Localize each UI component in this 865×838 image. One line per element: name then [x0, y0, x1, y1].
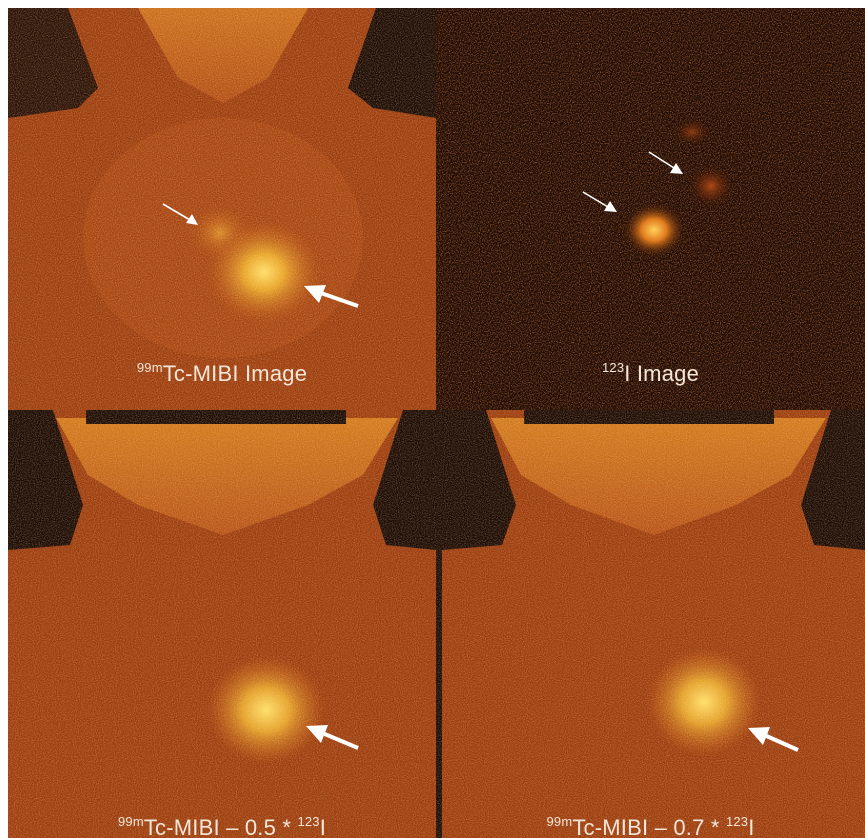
panel-subtraction-0-7: 99mTc-MIBI – 0.7 * 123I: [436, 410, 865, 838]
large-arrow-icon: [748, 727, 799, 752]
small-arrow-icon: [582, 191, 617, 212]
small-arrow-icon: [162, 203, 198, 225]
caption-tc-mibi: 99mTc-MIBI Image: [136, 360, 308, 386]
tc-mibi-scan: [8, 8, 436, 410]
caption-i123: 123I Image: [601, 360, 700, 386]
panel-i123: 123I Image: [436, 8, 865, 410]
panel-tc-mibi: 99mTc-MIBI Image: [8, 8, 436, 410]
subtraction-0-5-scan: [8, 410, 436, 838]
caption-subtraction-0-7: 99mTc-MIBI – 0.7 * 123I: [546, 814, 755, 838]
i123-scan: [436, 8, 865, 410]
small-arrow-icon: [648, 151, 683, 174]
subtraction-0-7-scan: [436, 410, 865, 838]
caption-subtraction-0-5: 99mTc-MIBI – 0.5 * 123I: [117, 814, 327, 838]
large-arrow-icon: [304, 285, 359, 308]
panel-subtraction-0-5: 99mTc-MIBI – 0.5 * 123I: [8, 410, 436, 838]
large-arrow-icon: [306, 725, 359, 750]
